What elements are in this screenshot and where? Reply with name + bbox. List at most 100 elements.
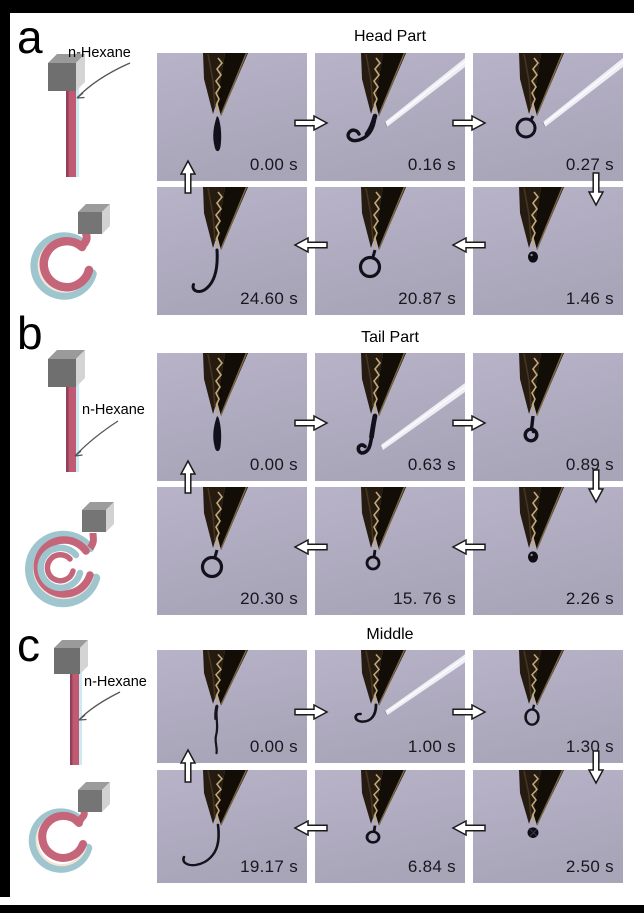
ribbon-sample <box>515 115 537 139</box>
coil-teal <box>30 232 97 300</box>
panel-c-schematic-strip: n-Hexane <box>54 640 147 765</box>
panel-b-schematic-strip: n-Hexane <box>48 350 145 472</box>
solvent-label: n-Hexane <box>82 402 145 418</box>
timestamp-label: 20.87 s <box>398 289 456 308</box>
panel-c-frame-5: 6.84 s <box>315 770 465 883</box>
right-sequence-arrow-icon <box>451 114 487 132</box>
ribbon-sample <box>346 113 378 143</box>
photo-frame-image <box>315 650 465 763</box>
ribbon-sample <box>528 551 538 563</box>
left-sequence-arrow-icon <box>451 538 487 556</box>
alligator-clip-icon <box>361 53 406 116</box>
photo-frame-image <box>157 53 307 181</box>
up-sequence-arrow-icon <box>179 459 197 495</box>
timestamp-label: 0.27 s <box>565 155 614 174</box>
matte-left <box>0 0 10 897</box>
panel-b-frame-2: 0.63 s <box>315 353 465 481</box>
panel-a-label: a <box>17 11 43 63</box>
down-sequence-arrow-icon <box>587 171 605 207</box>
alligator-clip-icon <box>519 53 564 116</box>
ribbon-sample <box>524 704 540 726</box>
apply-arrow <box>78 691 121 721</box>
ribbon-sample <box>365 549 381 571</box>
coil-pink <box>39 236 94 292</box>
timestamp-label: 1.00 s <box>407 737 456 756</box>
photo-frame-image <box>157 487 307 615</box>
down-sequence-arrow-icon <box>587 468 605 504</box>
panel-c-frame-1: 0.00 s <box>157 650 307 763</box>
photo-frame-image <box>315 770 465 883</box>
photo-frame-image <box>315 353 465 481</box>
panel-c-title: Middle <box>366 626 414 643</box>
up-sequence-arrow-icon <box>179 159 197 195</box>
strip-blue-edge <box>76 82 80 177</box>
timestamp-label: 15. 76 s <box>393 589 456 608</box>
ribbon-sample <box>200 549 224 579</box>
panel-a-frame-4: 24.60 s <box>157 187 307 315</box>
ribbon-sample <box>356 413 378 455</box>
left-sequence-arrow-icon <box>451 236 487 254</box>
panel-c-label: c <box>17 619 40 671</box>
alligator-clip-icon <box>519 770 564 826</box>
panel-b-frame-4: 20.30 s <box>157 487 307 615</box>
clamp-block <box>82 510 106 532</box>
photo-frame-image <box>315 187 465 315</box>
timestamp-label: 0.00 s <box>249 455 298 474</box>
ribbon-sample <box>182 823 220 867</box>
strip-pink <box>66 82 76 177</box>
down-sequence-arrow-icon <box>587 749 605 785</box>
alligator-clip-icon <box>203 187 248 250</box>
left-sequence-arrow-icon <box>293 236 329 254</box>
alligator-clip-icon <box>361 650 406 706</box>
timestamp-label: 0.16 s <box>407 155 456 174</box>
pipette-icon <box>542 58 623 128</box>
photo-frame-image <box>473 353 623 481</box>
clamp-block <box>54 648 80 674</box>
panel-c-frame-4: 19.17 s <box>157 770 307 883</box>
alligator-clip-icon <box>361 187 406 250</box>
panel-b-frame-6: 2.26 s <box>473 487 623 615</box>
solvent-label: n-Hexane <box>68 45 131 61</box>
pipette-icon <box>384 58 465 128</box>
panel-c-frame-3: 1.30 s <box>473 650 623 763</box>
solvent-label: n-Hexane <box>84 674 147 690</box>
photo-frame-image <box>157 650 307 763</box>
alligator-clip-icon <box>519 187 564 250</box>
photo-frame-image <box>157 187 307 315</box>
ribbon-sample <box>523 415 539 443</box>
panel-a-frame-3: 0.27 s <box>473 53 623 181</box>
panel-a-schematic-coil <box>30 204 110 300</box>
timestamp-label: 19.17 s <box>240 857 298 876</box>
panel-a-frame-5: 20.87 s <box>315 187 465 315</box>
ribbon-sample <box>213 416 222 452</box>
photo-frame-image <box>315 487 465 615</box>
right-sequence-arrow-icon <box>451 703 487 721</box>
timestamp-label: 0.63 s <box>407 455 456 474</box>
panel-b-frame-5: 15. 76 s <box>315 487 465 615</box>
ribbon-sample <box>527 827 539 838</box>
timestamp-label: 0.89 s <box>565 455 614 474</box>
ribbon-sample <box>191 248 219 293</box>
photo-frame-image <box>473 770 623 883</box>
ribbon-sample <box>358 249 382 279</box>
apply-arrow <box>74 420 119 457</box>
alligator-clip-icon <box>203 53 248 116</box>
pipette-icon <box>381 383 465 450</box>
right-sequence-arrow-icon <box>293 114 329 132</box>
panel-b-label: b <box>17 307 43 359</box>
panel-b-frame-1: 0.00 s <box>157 353 307 481</box>
ribbon-sample <box>214 704 219 755</box>
timestamp-label: 2.26 s <box>565 589 614 608</box>
matte-top <box>0 0 634 13</box>
photo-frame-image <box>315 53 465 181</box>
ribbon-sample <box>365 825 381 844</box>
timestamp-label: 6.84 s <box>407 857 456 876</box>
pipette-icon <box>384 654 465 716</box>
panel-a-frame-2: 0.16 s <box>315 53 465 181</box>
panel-a-schematic-strip: n-Hexane <box>48 45 131 177</box>
panel-b-title: Tail Part <box>361 329 419 346</box>
timestamp-label: 0.00 s <box>249 155 298 174</box>
clamp-block <box>78 212 102 234</box>
clamp-block <box>78 790 102 812</box>
